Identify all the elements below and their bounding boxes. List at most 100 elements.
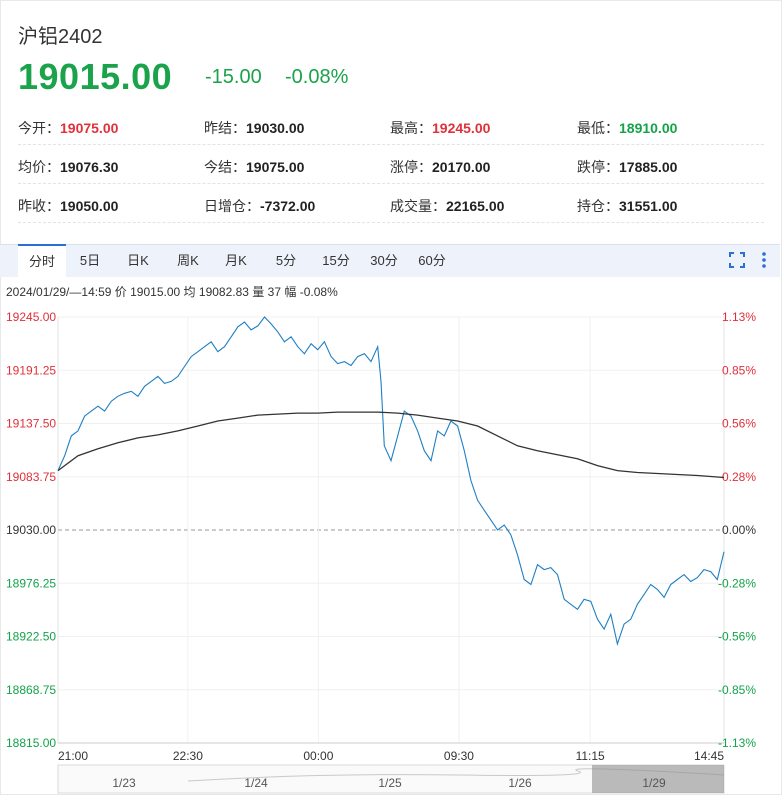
last-price: 19015.00: [18, 56, 173, 97]
price-change: -15.00: [205, 66, 262, 88]
chart-lines: [57, 316, 725, 646]
contract-title: 沪铝2402: [18, 26, 103, 48]
stat-value: 19245.00: [432, 120, 491, 136]
stat-volume: 成交量：22165.00: [390, 196, 504, 216]
tab-30min[interactable]: 30分: [370, 253, 398, 268]
y-tick-label-right: -0.56%: [718, 630, 756, 644]
info-vol: 37: [267, 285, 282, 299]
stat-limit-down: 跌停：17885.00: [577, 157, 677, 177]
tab-daily-k[interactable]: 日K: [127, 253, 149, 268]
info-avg: 19082.83: [198, 285, 249, 299]
stat-label: 成交量：: [390, 198, 446, 214]
x-tick-label: 21:00: [58, 749, 88, 763]
stat-value: 19030.00: [246, 120, 305, 136]
stat-oi-change: 日增仓：-7372.00: [204, 196, 315, 216]
chart-grid: [57, 316, 725, 744]
stat-open: 今开：19075.00: [18, 118, 118, 138]
y-tick-label: 18815.00: [6, 736, 56, 750]
stat-avg-price: 均价：19076.30: [18, 157, 118, 177]
navigator-selection: [592, 765, 724, 793]
info-price: 19015.00: [130, 285, 181, 299]
more-vertical-icon[interactable]: [758, 251, 770, 269]
info-vol-label: 量: [252, 285, 265, 299]
y-tick-label: 19245.00: [6, 310, 56, 324]
stat-label: 均价：: [18, 159, 60, 175]
stat-value: -7372.00: [260, 198, 316, 214]
info-avg-label: 均: [183, 285, 196, 299]
stat-prev-close: 昨收：19050.00: [18, 196, 118, 216]
stats-row: 均价：19076.30 今结：19075.00 涨停：20170.00 跌停：1…: [18, 145, 764, 184]
y-tick-label: 18922.50: [6, 630, 56, 644]
stat-label: 涨停：: [390, 159, 432, 175]
stats-row: 今开：19075.00 昨结：19030.00 最高：19245.00 最低：1…: [18, 106, 764, 145]
stat-label: 今开：: [18, 120, 60, 136]
stat-limit-up: 涨停：20170.00: [390, 157, 490, 177]
y-tick-label: 19030.00: [6, 523, 56, 537]
stat-open-interest: 持仓：31551.00: [577, 196, 677, 216]
x-tick-label: 09:30: [444, 749, 474, 763]
y-tick-label: 18868.75: [6, 683, 56, 697]
period-tabbar: 分时 5日 日K 周K 月K 5分 15分 30分 60分: [0, 244, 780, 278]
stat-label: 昨收：: [18, 198, 60, 214]
stat-value: 19075.00: [246, 159, 305, 175]
x-axis: 21:00 22:30 00:00 09:30 11:15 14:45: [58, 749, 724, 763]
stat-value: 19075.00: [60, 120, 119, 136]
tab-15min[interactable]: 15分: [322, 253, 350, 268]
stat-label: 最低：: [577, 120, 619, 136]
fullscreen-icon[interactable]: [728, 251, 746, 269]
stat-label: 跌停：: [577, 159, 619, 175]
average-price-line: [57, 411, 725, 479]
y-tick-label: 19083.75: [6, 470, 56, 484]
y-tick-label: 18976.25: [6, 576, 56, 590]
stat-high: 最高：19245.00: [390, 118, 490, 138]
info-datetime: 2024/01/29/—14:59: [6, 285, 112, 299]
stat-label: 昨结：: [204, 120, 246, 136]
tab-weekly-k[interactable]: 周K: [177, 253, 199, 268]
navigator-date-label: 1/29: [642, 776, 666, 790]
navigator-date-label: 1/23: [112, 776, 136, 790]
stat-label: 日增仓：: [204, 198, 260, 214]
info-price-label: 价: [114, 285, 127, 299]
range-navigator[interactable]: 1/23 1/24 1/25 1/26 1/29: [57, 764, 725, 794]
y-tick-label: 19137.50: [6, 417, 56, 431]
stat-prev-settle: 昨结：19030.00: [204, 118, 304, 138]
stat-label: 今结：: [204, 159, 246, 175]
y-tick-label: 19191.25: [6, 363, 56, 377]
stat-today-settle: 今结：19075.00: [204, 157, 304, 177]
info-pct-label: 幅: [284, 285, 297, 299]
y-tick-label-right: -1.13%: [718, 736, 756, 750]
intraday-chart[interactable]: 19245.00 19191.25 19137.50 19083.75 19030.00…: [0, 305, 782, 795]
y-axis-right: 1.13% 0.85% 0.56% 0.28% 0.00% -0.28% -0.56% -0.…: [718, 310, 756, 750]
navigator-date-label: 1/24: [244, 776, 268, 790]
stat-label: 最高：: [390, 120, 432, 136]
x-tick-label: 00:00: [303, 749, 333, 763]
x-tick-label: 14:45: [694, 749, 724, 763]
navigator-date-label: 1/26: [508, 776, 532, 790]
tab-60min[interactable]: 60分: [418, 253, 446, 268]
stat-low: 最低：18910.00: [577, 118, 677, 138]
y-tick-label-right: 0.28%: [722, 470, 756, 484]
y-tick-label-right: -0.85%: [718, 683, 756, 697]
stat-value: 19050.00: [60, 198, 119, 214]
stat-value: 18910.00: [619, 120, 678, 136]
stat-value: 19076.30: [60, 159, 119, 175]
y-tick-label-right: 0.85%: [722, 363, 756, 377]
info-pct: -0.08%: [299, 285, 338, 299]
x-tick-label: 22:30: [173, 749, 203, 763]
tab-intraday[interactable]: 分时: [18, 244, 66, 278]
x-tick-label: 11:15: [576, 749, 605, 763]
stat-value: 22165.00: [446, 198, 505, 214]
tab-monthly-k[interactable]: 月K: [225, 253, 247, 268]
y-tick-label-right: 0.00%: [722, 523, 756, 537]
y-tick-label-right: 0.56%: [722, 417, 756, 431]
y-tick-label-right: 1.13%: [722, 310, 756, 324]
y-tick-label-right: -0.28%: [718, 576, 756, 590]
y-axis-left: 19245.00 19191.25 19137.50 19083.75 19030.00…: [6, 310, 56, 750]
navigator-date-label: 1/25: [378, 776, 402, 790]
stat-value: 17885.00: [619, 159, 678, 175]
crosshair-info-bar: 2024/01/29/—14:59 价 19015.00 均 19082.83 …: [6, 283, 338, 300]
tab-5min[interactable]: 5分: [275, 253, 297, 268]
stats-row: 昨收：19050.00 日增仓：-7372.00 成交量：22165.00 持仓…: [18, 184, 764, 223]
stat-value: 31551.00: [619, 198, 678, 214]
tab-5day[interactable]: 5日: [79, 253, 101, 268]
